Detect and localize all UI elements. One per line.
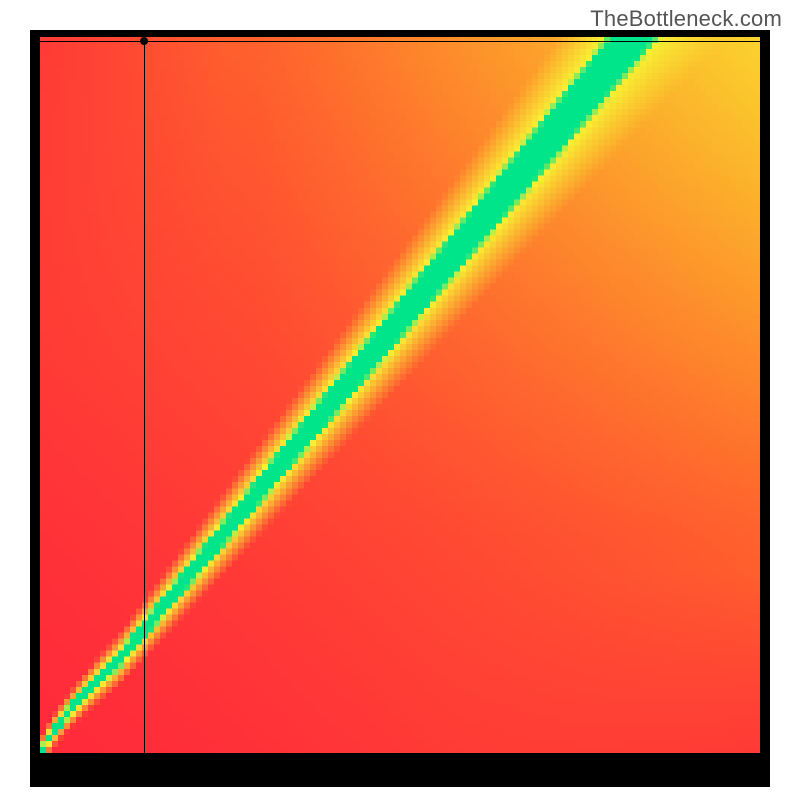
- crosshair-vertical: [144, 37, 145, 753]
- heatmap-plot: [30, 30, 770, 760]
- heatmap-canvas: [40, 37, 760, 753]
- crosshair-marker: [140, 37, 148, 45]
- watermark-label: TheBottleneck.com: [590, 6, 782, 32]
- chart-frame: [30, 30, 770, 787]
